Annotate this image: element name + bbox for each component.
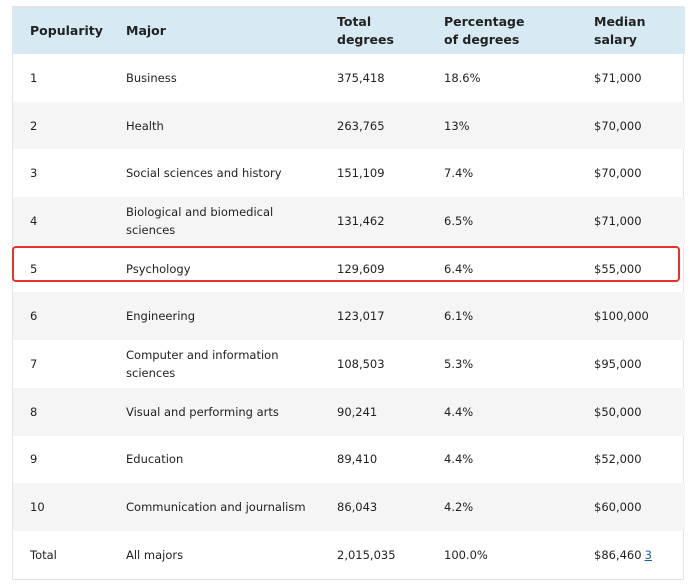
table-row: 1 Business 375,418 18.6% $71,000 [13, 54, 685, 102]
table-row-highlighted: 5 Psychology 129,609 6.4% $55,000 [13, 245, 685, 293]
cell-percentage: 13% [444, 118, 470, 133]
cell-salary: $70,000 [594, 166, 642, 181]
cell-major: Business [126, 70, 177, 85]
cell-percentage: 4.4% [444, 404, 474, 419]
cell-rank: 10 [30, 500, 45, 515]
table-row: 9 Education 89,410 4.4% $52,000 [13, 436, 685, 484]
cell-major: Visual and performing arts [126, 404, 279, 419]
table-body: 1 Business 375,418 18.6% $71,000 2 Healt… [13, 54, 685, 579]
cell-salary: $86,460 3 [577, 531, 685, 579]
cell-percentage: 4.4% [444, 452, 474, 467]
cell-rank: 9 [30, 452, 38, 467]
cell-major: Engineering [126, 309, 195, 324]
footnote-link[interactable]: 3 [644, 547, 652, 562]
cell-major: Social sciences and history [126, 166, 282, 181]
cell-percentage: 6.1% [444, 309, 474, 324]
cell-degrees: 2,015,035 [337, 547, 396, 562]
cell-salary: $100,000 [594, 309, 649, 324]
cell-major: Psychology [126, 261, 191, 276]
cell-degrees: 108,503 [337, 356, 385, 371]
majors-table: Popularity Major Total degrees Percentag… [13, 7, 685, 579]
cell-rank: 7 [30, 356, 38, 371]
cell-rank: 4 [30, 213, 38, 228]
cell-degrees: 375,418 [337, 70, 385, 85]
table-row: 10 Communication and journalism 86,043 4… [13, 483, 685, 531]
cell-percentage: 4.2% [444, 500, 474, 515]
header-total-degrees: Total degrees [337, 13, 394, 47]
table-row: 6 Engineering 123,017 6.1% $100,000 [13, 292, 685, 341]
table-row: 8 Visual and performing arts 90,241 4.4%… [13, 387, 685, 436]
cell-percentage: 100.0% [444, 547, 488, 562]
cell-salary: $70,000 [594, 118, 642, 133]
cell-major: All majors [126, 547, 184, 562]
cell-major: Education [126, 452, 184, 467]
cell-percentage: 6.5% [444, 213, 474, 228]
header-row: Popularity Major Total degrees Percentag… [13, 7, 685, 54]
table-row: 4 Biological and biomedical sciences 131… [13, 197, 685, 245]
cell-degrees: 129,609 [337, 261, 385, 276]
cell-percentage: 7.4% [444, 166, 474, 181]
table-row: 2 Health 263,765 13% $70,000 [13, 101, 685, 150]
total-salary-value: $86,460 [594, 547, 642, 562]
cell-salary: $50,000 [594, 404, 642, 419]
cell-salary: $52,000 [594, 452, 642, 467]
cell-degrees: 123,017 [337, 309, 385, 324]
cell-rank: 6 [30, 309, 38, 324]
cell-percentage: 18.6% [444, 70, 481, 85]
cell-salary: $71,000 [594, 213, 642, 228]
cell-percentage: 6.4% [444, 261, 474, 276]
cell-degrees: 86,043 [337, 500, 378, 515]
cell-major: Biological and biomedical sciences [126, 204, 274, 237]
table-total-row: Total All majors 2,015,035 100.0% $86,46… [13, 531, 685, 579]
majors-table-container: Popularity Major Total degrees Percentag… [12, 6, 685, 580]
table-row: 3 Social sciences and history 151,109 7.… [13, 149, 685, 197]
cell-salary: $71,000 [594, 70, 642, 85]
header-popularity: Popularity [30, 22, 103, 38]
cell-major: Computer and information sciences [126, 347, 279, 380]
cell-percentage: 5.3% [444, 356, 474, 371]
cell-salary: $60,000 [594, 500, 642, 515]
cell-rank: 5 [30, 261, 38, 276]
header-percentage: Percentage of degrees [444, 13, 525, 47]
cell-salary: $55,000 [594, 261, 642, 276]
table-row: 7 Computer and information sciences 108,… [13, 340, 685, 388]
table-header: Popularity Major Total degrees Percentag… [13, 7, 685, 54]
cell-major: Health [126, 118, 164, 133]
cell-major: Communication and journalism [126, 500, 306, 515]
cell-rank: 2 [30, 118, 38, 133]
cell-rank: 8 [30, 404, 38, 419]
cell-salary: $95,000 [594, 356, 642, 371]
cell-degrees: 263,765 [337, 118, 385, 133]
cell-degrees: 90,241 [337, 404, 378, 419]
cell-rank: 3 [30, 166, 38, 181]
cell-rank: Total [30, 547, 57, 562]
cell-degrees: 131,462 [337, 213, 385, 228]
cell-degrees: 151,109 [337, 166, 385, 181]
header-major: Major [126, 22, 166, 38]
cell-degrees: 89,410 [337, 452, 378, 467]
cell-rank: 1 [30, 70, 38, 85]
header-median-salary: Median salary [594, 13, 646, 47]
